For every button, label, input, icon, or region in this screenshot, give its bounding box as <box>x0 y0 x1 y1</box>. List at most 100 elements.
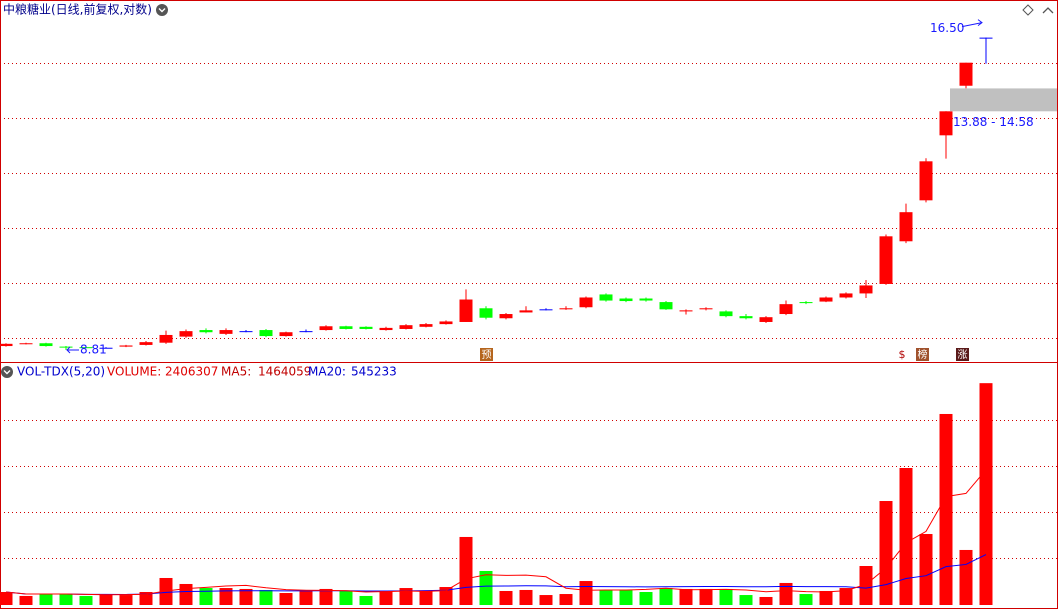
diamond-button[interactable] <box>1022 4 1034 16</box>
volume-bar <box>119 595 133 605</box>
candle-body <box>619 298 633 302</box>
volume-bar <box>479 570 493 605</box>
marker: $ <box>899 348 906 361</box>
candle-body <box>799 302 813 304</box>
volume-bar <box>419 590 433 605</box>
marker: 榜 <box>918 348 928 361</box>
candle-body <box>699 308 713 310</box>
candle-body <box>319 326 333 331</box>
collapse-button[interactable] <box>1042 7 1054 14</box>
candle-body <box>379 327 393 331</box>
volume-bar <box>859 566 873 605</box>
chart-title: 中粮糖业(日线,前复权,对数) <box>3 2 152 17</box>
candle-body <box>19 343 33 345</box>
candle-body <box>59 346 73 348</box>
candle-body <box>759 317 773 322</box>
candle-body <box>99 347 113 349</box>
candle-body <box>179 331 193 337</box>
ma20-value: 545233 <box>351 365 397 379</box>
ma5-label: MA5: <box>221 365 251 379</box>
candle-body <box>459 299 473 322</box>
volume-bar <box>819 590 833 605</box>
candle-body <box>819 297 833 302</box>
volume-bar <box>919 534 933 605</box>
ma5-value: 1464059 <box>258 365 311 379</box>
candle-body <box>439 321 453 325</box>
volume-bar <box>779 582 793 605</box>
candle-body <box>519 310 533 313</box>
volume-bar <box>379 590 393 605</box>
candle-body <box>579 297 593 308</box>
high-label: 16.50 <box>930 21 964 35</box>
gap-label: 13.88 - 14.58 <box>953 115 1034 129</box>
volume-bar <box>319 588 333 605</box>
title-menu-button[interactable] <box>156 4 168 16</box>
volume-bar <box>499 590 513 605</box>
volume-grid <box>0 420 1058 559</box>
volume-bar <box>99 594 113 605</box>
candle-body <box>539 309 553 311</box>
candle-body <box>719 311 733 317</box>
candle-body <box>159 334 173 343</box>
volume-bar <box>679 588 693 605</box>
low-label: 8.81 <box>80 342 107 356</box>
candle-body <box>659 302 673 310</box>
candle-body <box>499 314 513 319</box>
candle-body <box>339 326 353 329</box>
volume-bar <box>139 592 153 605</box>
candle-body <box>219 330 233 334</box>
volume-bar <box>239 588 253 605</box>
candle-body <box>359 326 373 329</box>
volume-bar <box>399 588 413 605</box>
volume-bar <box>899 468 913 605</box>
candle-body <box>859 285 873 294</box>
volume-value: 2406307 <box>165 365 218 379</box>
volume-menu-button[interactable] <box>1 366 13 378</box>
candle-body <box>679 310 693 312</box>
volume-bar <box>519 589 533 605</box>
candle-body <box>0 343 13 347</box>
volume-bar <box>279 593 293 605</box>
volume-bar <box>719 588 733 605</box>
candle-body <box>739 316 753 319</box>
volume-label: VOLUME: <box>107 365 161 379</box>
marker: 预 <box>482 349 492 361</box>
volume-bar <box>699 588 713 605</box>
volume-bar <box>739 595 753 605</box>
candle-body <box>119 345 133 347</box>
volume-bar <box>439 587 453 605</box>
candle-body <box>419 324 433 327</box>
volume-bar <box>759 596 773 605</box>
candle-body <box>979 37 993 39</box>
volume-bar <box>839 588 853 605</box>
volume-bar <box>459 536 473 605</box>
candle-body <box>299 331 313 333</box>
candle-body <box>879 236 893 284</box>
volume-bar <box>799 594 813 605</box>
volume-bar <box>199 588 213 605</box>
candle-body <box>939 111 953 136</box>
candle-body <box>919 161 933 201</box>
candle-body <box>139 342 153 345</box>
volume-bar <box>559 594 573 605</box>
marker-box <box>956 348 969 361</box>
low-arrow <box>66 346 79 354</box>
volume-bar <box>259 589 273 605</box>
gap-band <box>950 88 1057 112</box>
candle-body <box>199 330 213 333</box>
candle-body <box>599 294 613 301</box>
volume-bar <box>539 595 553 605</box>
price-grid <box>0 63 1058 339</box>
candle-body <box>479 308 493 318</box>
candle-body <box>279 332 293 337</box>
marker-box <box>916 348 929 361</box>
candle-body <box>639 298 653 301</box>
volume-bar <box>0 592 13 605</box>
candle-body <box>899 212 913 242</box>
volume-bar <box>639 592 653 605</box>
volume-bar <box>219 588 233 605</box>
volume-bar <box>879 501 893 605</box>
candle-body <box>79 347 93 349</box>
candle-body <box>239 331 253 333</box>
